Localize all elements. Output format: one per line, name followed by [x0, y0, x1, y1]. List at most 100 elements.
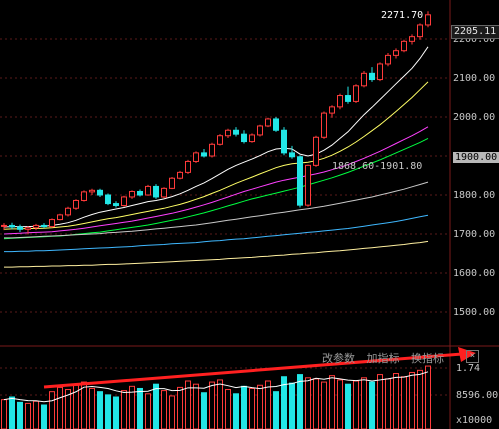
- candle-up[interactable]: [49, 219, 55, 228]
- volume-bar: [273, 391, 279, 429]
- volume-bar: [241, 385, 247, 429]
- candle-up[interactable]: [417, 24, 423, 38]
- candle-up[interactable]: [313, 136, 319, 166]
- candle-down[interactable]: [297, 156, 303, 206]
- candlesticks[interactable]: [1, 11, 431, 235]
- candle-up[interactable]: [57, 214, 63, 221]
- candle-up[interactable]: [257, 125, 263, 136]
- candle-up[interactable]: [393, 50, 399, 56]
- candle-down[interactable]: [17, 226, 23, 230]
- candle-down[interactable]: [41, 224, 47, 228]
- candle-up[interactable]: [353, 85, 359, 102]
- volume-bar: [17, 401, 23, 429]
- candle-down[interactable]: [289, 152, 295, 158]
- candle-down[interactable]: [97, 189, 103, 196]
- moving-average-line: [3, 46, 429, 228]
- add-indicator-button[interactable]: 加指标: [366, 352, 400, 365]
- modify-params-button[interactable]: 改参数: [322, 352, 355, 365]
- candle-down[interactable]: [233, 129, 239, 135]
- volume-bar: [369, 381, 375, 429]
- candle-up[interactable]: [185, 160, 191, 173]
- trend-arrow: [43, 347, 476, 389]
- candle-up[interactable]: [337, 95, 343, 108]
- volume-bar: [249, 387, 255, 429]
- candle-up[interactable]: [33, 224, 39, 229]
- candle-up[interactable]: [265, 118, 271, 127]
- volume-bar: [345, 383, 351, 429]
- candle-up[interactable]: [225, 129, 231, 137]
- range-annotation: 1868.60-1901.80: [332, 161, 423, 172]
- candle-up[interactable]: [73, 199, 79, 209]
- price-axis-tick: 1600.00: [453, 268, 496, 279]
- trend-arrow-shaft: [43, 352, 463, 389]
- candle-up[interactable]: [169, 177, 175, 189]
- switch-indicator-button[interactable]: 换指标: [411, 352, 444, 365]
- volume-axis-label: 1.74: [456, 363, 481, 374]
- volume-bar: [417, 369, 423, 429]
- candle-up[interactable]: [129, 190, 135, 198]
- volume-bar: [97, 391, 103, 429]
- volume-bar: [297, 374, 303, 429]
- candle-up[interactable]: [385, 54, 391, 65]
- candle-up[interactable]: [177, 171, 183, 179]
- candle-up[interactable]: [321, 112, 327, 138]
- candle-up[interactable]: [409, 36, 415, 42]
- candle-up[interactable]: [361, 72, 367, 87]
- volume-bar: [81, 381, 87, 429]
- volume-bar: [265, 380, 271, 429]
- volume-bar: [385, 378, 391, 429]
- candle-down[interactable]: [273, 118, 279, 131]
- candle-up[interactable]: [145, 185, 151, 196]
- candle-up[interactable]: [249, 134, 255, 143]
- volume-bar: [185, 380, 191, 429]
- volume-ma-line: [3, 371, 429, 403]
- candle-up[interactable]: [329, 106, 335, 114]
- volume-bar: [105, 394, 111, 429]
- candle-down[interactable]: [137, 190, 143, 196]
- volume-bar: [113, 396, 119, 429]
- candle-up[interactable]: [217, 135, 223, 145]
- candle-up[interactable]: [161, 187, 167, 198]
- volume-bar: [257, 384, 263, 429]
- candle-up[interactable]: [121, 196, 127, 207]
- volume-bar: [49, 391, 55, 429]
- moving-average-line: [3, 137, 429, 240]
- volume-bar: [401, 376, 407, 429]
- candle-up[interactable]: [401, 40, 407, 52]
- candle-up[interactable]: [377, 63, 383, 81]
- candle-up[interactable]: [305, 164, 311, 206]
- candle-up[interactable]: [81, 191, 87, 201]
- volume-bar: [281, 376, 287, 429]
- volume-bar: [313, 378, 319, 429]
- candle-down[interactable]: [241, 133, 247, 143]
- moving-average-line: [4, 181, 429, 239]
- candle-down[interactable]: [369, 72, 375, 81]
- candle-down[interactable]: [281, 129, 287, 154]
- moving-average-lines: [3, 46, 429, 268]
- volume-bar: [425, 365, 431, 429]
- volume-axis-unit: x10000: [456, 415, 493, 426]
- close-icon[interactable]: ×: [466, 350, 479, 363]
- candle-up[interactable]: [25, 227, 31, 230]
- volume-bar: [121, 390, 127, 429]
- indicator-toolbar: 改参数 加指标 换指标: [322, 350, 452, 366]
- candle-down[interactable]: [153, 185, 159, 198]
- candle-up[interactable]: [193, 152, 199, 162]
- volume-bar: [33, 400, 39, 429]
- candle-down[interactable]: [201, 152, 207, 157]
- candle-up[interactable]: [65, 207, 71, 216]
- volume-bar: [209, 381, 215, 429]
- volume-bar: [137, 387, 143, 429]
- candle-down[interactable]: [113, 203, 119, 207]
- candle-down[interactable]: [105, 194, 111, 205]
- candle-up[interactable]: [425, 14, 431, 26]
- candle-down[interactable]: [9, 224, 15, 228]
- candle-down[interactable]: [345, 95, 351, 102]
- price-axis-tick: 1700.00: [453, 229, 496, 240]
- candle-up[interactable]: [89, 189, 95, 193]
- volume-bars: [1, 365, 431, 429]
- candle-up[interactable]: [209, 143, 215, 157]
- candle-up[interactable]: [1, 224, 7, 227]
- highlighted-price-tick: 1900.00: [453, 152, 499, 163]
